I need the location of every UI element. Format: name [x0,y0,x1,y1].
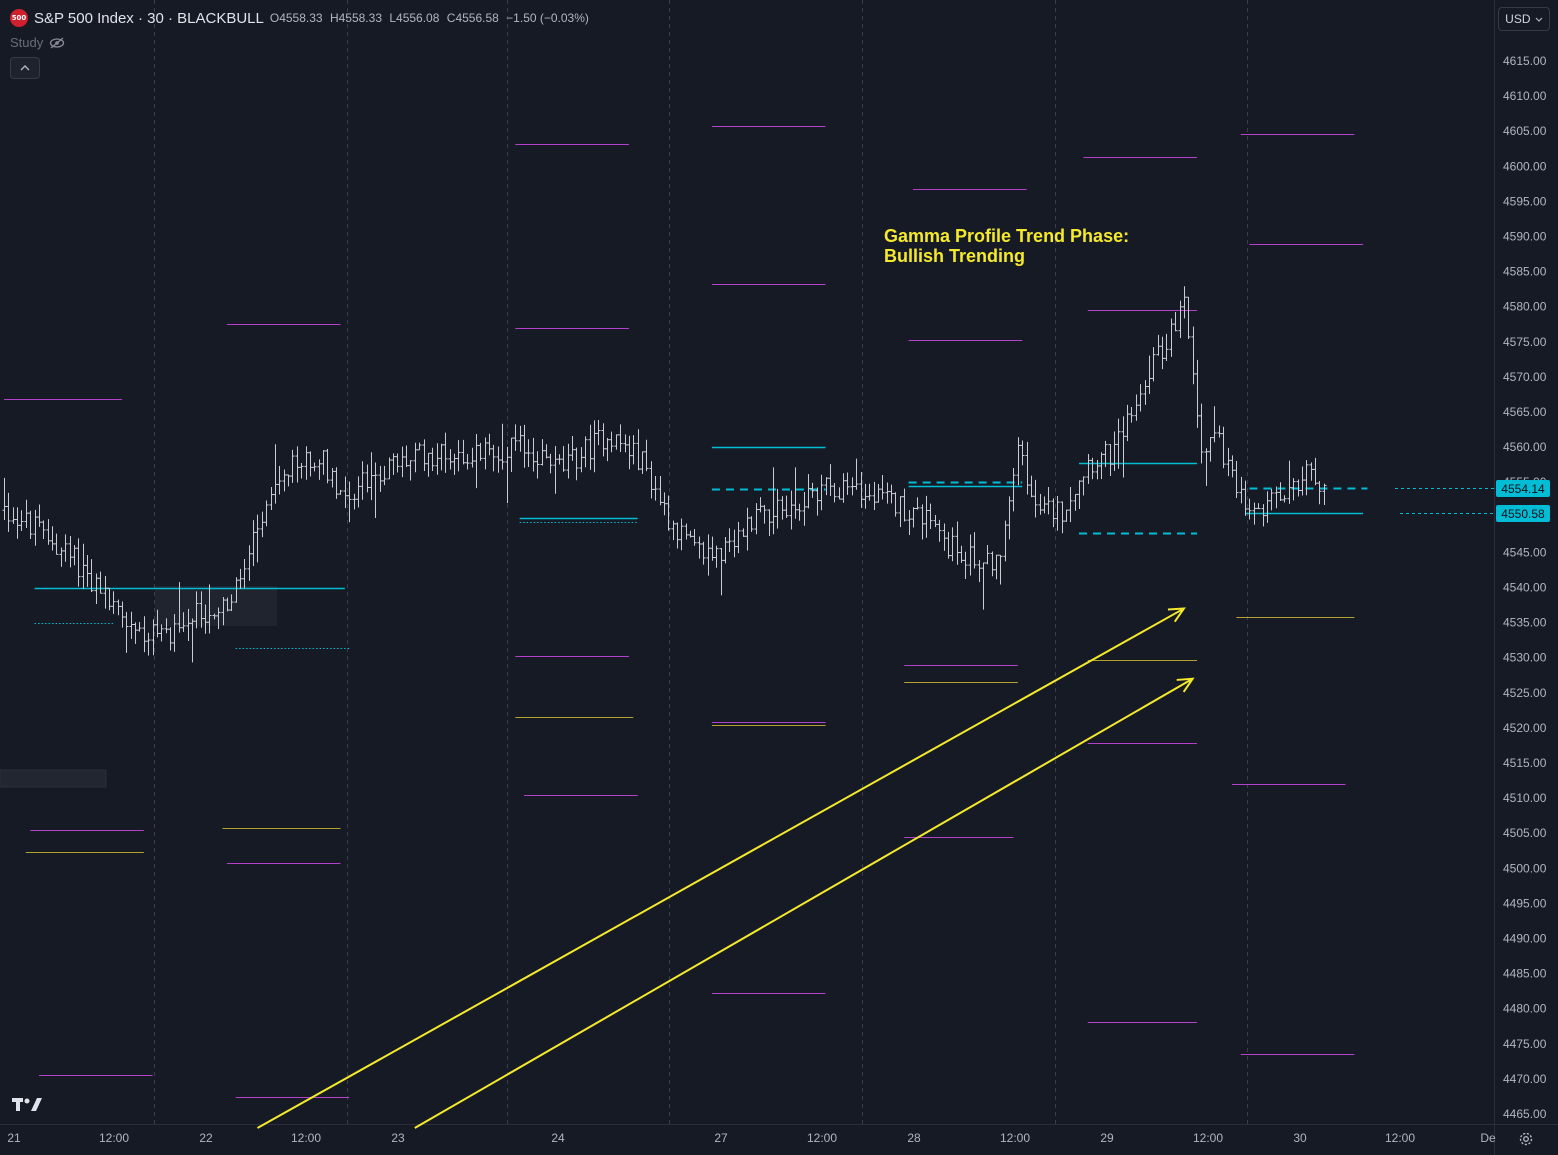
price-axis-tick-label: 4540.00 [1503,581,1547,595]
time-axis-tick-label: 12:00 [807,1131,837,1145]
currency-selector[interactable]: USD [1498,7,1550,31]
symbol-legend: 500 S&P 500 Index · 30 · BLACKBULL O4558… [10,9,589,27]
price-axis-tick-label: 4585.00 [1503,265,1547,279]
time-axis-tick-label: 12:00 [1000,1131,1030,1145]
price-axis-tick-label: 4590.00 [1503,230,1547,244]
price-axis-tick-label: 4520.00 [1503,721,1547,735]
time-axis-tick-label: 23 [391,1131,405,1145]
price-tag-lower: 4550.58 [1496,505,1550,522]
time-axis-tick-label: 27 [714,1131,728,1145]
price-axis-tick-label: 4570.00 [1503,370,1547,384]
time-axis-tick-label: 28 [907,1131,921,1145]
time-axis-tick-label: 12:00 [1385,1131,1415,1145]
time-axis-tick-label: 29 [1100,1131,1114,1145]
price-axis-tick-label: 4470.00 [1503,1072,1547,1086]
price-axis-tick-label: 4615.00 [1503,54,1547,68]
close-value: 4556.58 [455,11,499,25]
price-axis-tick-label: 4610.00 [1503,89,1547,103]
price-axis-tick-label: 4535.00 [1503,616,1547,630]
trend-arrow-head [1176,677,1195,693]
price-axis-tick-label: 4475.00 [1503,1037,1547,1051]
time-axis-tick-label: 24 [551,1131,565,1145]
annotation-line-1: Gamma Profile Trend Phase: [884,226,1130,246]
time-axis-tick-label: 12:00 [1193,1131,1223,1145]
highlight-box [155,586,277,626]
chart-annotation-text[interactable]: Gamma Profile Trend Phase: Bullish Trend… [884,226,1129,266]
trend-arrow-head [1167,607,1186,623]
collapse-legend-button[interactable] [10,57,40,79]
high-value: 4558.33 [338,11,382,25]
tradingview-logo-icon [12,1098,42,1111]
high-key: H [329,11,339,25]
tradingview-logo[interactable] [12,1093,42,1118]
annotation-line-2: Bullish Trending [884,246,1026,266]
price-axis-tick-label: 4600.00 [1503,159,1547,173]
time-axis-tick-label: 21 [7,1131,21,1145]
change-value: −1.50 (−0.03%) [506,11,589,25]
low-key: L [389,11,397,25]
price-axis-tick-label: 4465.00 [1503,1107,1547,1121]
price-axis-tick-label: 4485.00 [1503,967,1547,981]
symbol-title[interactable]: S&P 500 Index · 30 · BLACKBULL [34,9,264,27]
collapsed-panel-box [0,769,107,788]
price-axis-tick-label: 4595.00 [1503,194,1547,208]
ohlc-values: O4558.33 H4558.33 L4556.08 C4556.58 −1.5… [270,11,589,25]
price-tag-upper: 4554.14 [1496,480,1550,497]
open-value: 4558.33 [279,11,323,25]
price-axis-tick-label: 4490.00 [1503,932,1547,946]
time-axis-tick-label: 12:00 [291,1131,321,1145]
eye-hidden-icon[interactable] [49,37,65,49]
close-key: C [446,11,456,25]
price-axis-tick-label: 4545.00 [1503,545,1547,559]
price-axis-tick-label: 4480.00 [1503,1002,1547,1016]
chart-settings-button[interactable] [1516,1129,1536,1149]
price-axis-tick-label: 4575.00 [1503,335,1547,349]
low-value: 4556.08 [396,11,440,25]
study-label: Study [10,35,44,50]
sp500-logo-icon: 500 [10,9,28,27]
price-axis-tick-label: 4525.00 [1503,686,1547,700]
trend-arrow-line [414,677,1194,1129]
time-axis-tick-label: 22 [199,1131,213,1145]
gear-icon [1519,1132,1533,1146]
time-axis-tick-label: 30 [1293,1131,1307,1145]
price-axis-tick-label: 4505.00 [1503,826,1547,840]
trend-arrow-line [256,607,1185,1129]
price-axis-tick-label: 4515.00 [1503,756,1547,770]
price-axis-tick-label: 4565.00 [1503,405,1547,419]
time-axis-tick-label: De [1480,1131,1496,1145]
study-indicator[interactable]: Study [10,35,65,50]
price-axis-tick-label: 4500.00 [1503,861,1547,875]
chevron-down-icon [1535,17,1543,22]
price-axis-tick-label: 4510.00 [1503,791,1547,805]
price-axis-tick-label: 4605.00 [1503,124,1547,138]
price-axis-tick-label: 4495.00 [1503,896,1547,910]
price-axis-tick-label: 4560.00 [1503,440,1547,454]
open-key: O [269,11,280,25]
currency-value: USD [1505,12,1531,26]
price-axis-tick-label: 4580.00 [1503,300,1547,314]
time-axis-tick-label: 12:00 [99,1131,129,1145]
chevron-up-icon [20,65,30,71]
price-axis-tick-label: 4530.00 [1503,651,1547,665]
